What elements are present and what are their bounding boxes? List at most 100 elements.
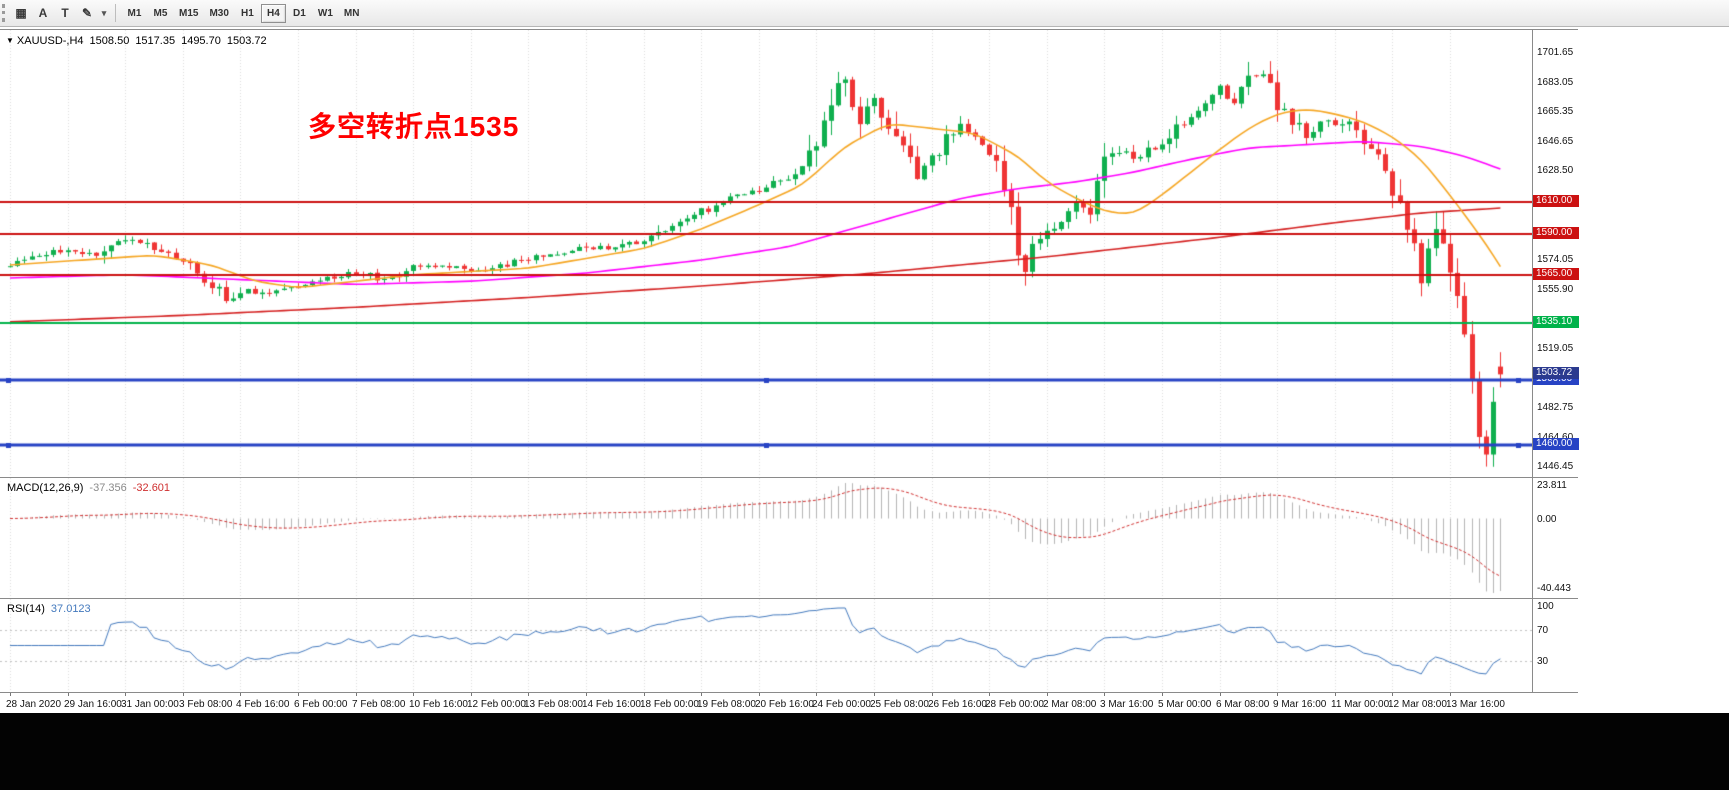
time-axis-label: 25 Feb 08:00 <box>870 699 929 710</box>
price-tick-label: 1446.45 <box>1537 461 1574 473</box>
price-axis[interactable]: 1701.65 1683.05 1665.35 1646.65 1628.50 1574.… <box>1532 30 1579 477</box>
price-tick-label: 1574.05 <box>1537 254 1574 265</box>
price-chart-canvas[interactable] <box>0 30 1532 477</box>
time-tick-mark <box>816 693 817 696</box>
chart-window-icon[interactable]: ▦ <box>15 6 27 20</box>
time-axis-label: 26 Feb 16:00 <box>928 699 987 710</box>
open-value: 1508.50 <box>89 35 130 47</box>
timeframe-button-h4[interactable]: H4 <box>260 3 286 23</box>
bid-price-badge: 1503.72 <box>1533 367 1579 380</box>
macd-axis[interactable]: 23.811 0.00 -40.443 <box>1532 478 1578 598</box>
rsi-axis-label: 100 <box>1537 601 1554 612</box>
timeframe-button-m1[interactable]: M1 <box>127 7 142 19</box>
time-tick-mark <box>125 693 126 696</box>
time-axis-label: 12 Mar 08:00 <box>1388 699 1447 710</box>
time-tick-mark <box>874 693 875 696</box>
time-axis-label: 28 Jan 2020 <box>6 699 62 710</box>
time-tick-mark <box>586 693 587 696</box>
dropdown-arrow-icon[interactable]: ▾ <box>101 7 107 18</box>
time-tick-mark <box>1392 693 1393 696</box>
rsi-name: RSI(14) <box>7 603 45 615</box>
rsi-axis-label: 30 <box>1537 656 1549 668</box>
timeframe-button-m5[interactable]: M5 <box>153 7 168 19</box>
timeframe-button-m15[interactable]: M15 <box>179 7 199 19</box>
time-tick-mark <box>528 693 529 696</box>
time-tick-mark <box>298 693 299 696</box>
chart-expander-icon[interactable]: ▼ <box>6 36 14 45</box>
time-axis-label: 6 Feb 00:00 <box>294 699 348 710</box>
price-tick-label: 1683.05 <box>1537 76 1574 88</box>
time-axis-label: 13 Feb 08:00 <box>524 699 583 710</box>
toolbar-drag-handle[interactable] <box>2 4 7 22</box>
time-axis-label: 4 Feb 16:00 <box>236 699 290 710</box>
time-axis-label: 13 Mar 16:00 <box>1446 699 1505 710</box>
time-tick-mark <box>1450 693 1451 696</box>
price-level-badge[interactable]: 1535.10 <box>1533 316 1579 329</box>
price-level-badge[interactable]: 1565.00 <box>1533 267 1579 280</box>
price-tick-label: 1665.35 <box>1537 105 1574 117</box>
time-axis-label: 5 Mar 00:00 <box>1158 699 1212 710</box>
main-chart-panel: ▼ XAUUSD-,H4 1508.50 1517.35 1495.70 1503.72 … <box>0 30 1579 477</box>
macd-axis-label: -40.443 <box>1537 583 1571 595</box>
toolbar-separator <box>115 4 116 22</box>
macd-axis-label: 23.811 <box>1537 480 1567 491</box>
time-tick-mark <box>989 693 990 696</box>
text-tool-icon[interactable]: T <box>61 6 69 20</box>
chart-annotation-text[interactable]: 多空转折点1535 <box>308 111 520 142</box>
time-tick-mark <box>356 693 357 696</box>
time-axis-label: 24 Feb 00:00 <box>812 699 871 710</box>
time-axis-label: 9 Mar 16:00 <box>1273 699 1327 710</box>
time-axis-label: 12 Feb 00:00 <box>467 699 526 710</box>
rsi-canvas[interactable] <box>0 599 1532 692</box>
time-tick-mark <box>932 693 933 696</box>
time-axis-label: 20 Feb 16:00 <box>755 699 814 710</box>
time-axis-label: 18 Feb 00:00 <box>640 699 699 710</box>
macd-canvas[interactable] <box>0 478 1532 598</box>
time-axis-label: 2 Mar 08:00 <box>1043 699 1097 710</box>
price-level-badge[interactable]: 1460.00 <box>1533 438 1579 451</box>
time-axis-label: 6 Mar 08:00 <box>1216 699 1270 710</box>
price-level-badge[interactable]: 1590.00 <box>1533 227 1579 240</box>
toolbar: ▦ A T ✎ ▾ M1 M5 M15 M30 H1 H4 D1 W1 MN <box>0 0 1729 27</box>
color-scheme-icon[interactable]: ✎ <box>81 6 93 20</box>
timeframe-group: M1 M5 M15 M30 H1 H4 D1 W1 MN <box>122 3 364 23</box>
time-axis-label: 29 Jan 16:00 <box>64 699 122 710</box>
chart-ohlc-header: ▼ XAUUSD-,H4 1508.50 1517.35 1495.70 1503.72 <box>6 35 273 47</box>
time-tick-mark <box>10 693 11 696</box>
time-axis-label: 10 Feb 16:00 <box>409 699 468 710</box>
time-tick-mark <box>1220 693 1221 696</box>
rsi-label: RSI(14) 37.0123 <box>7 603 97 615</box>
price-tick-label: 1646.65 <box>1537 135 1574 147</box>
price-level-badge[interactable]: 1610.00 <box>1533 194 1579 207</box>
time-tick-mark <box>644 693 645 696</box>
price-tick-label: 1701.65 <box>1537 46 1574 58</box>
timeframe-button-mn[interactable]: MN <box>343 7 360 19</box>
time-tick-mark <box>1277 693 1278 696</box>
cursor-tool-icon[interactable]: A <box>38 6 48 20</box>
rsi-axis-label: 70 <box>1537 624 1549 636</box>
time-axis-label: 31 Jan 00:00 <box>121 699 179 710</box>
macd-axis-label: 0.00 <box>1537 513 1557 525</box>
time-tick-mark <box>1335 693 1336 696</box>
close-value: 1503.72 <box>226 35 267 47</box>
timeframe-button-w1[interactable]: W1 <box>317 7 333 19</box>
time-axis[interactable]: 28 Jan 2020 29 Jan 16:00 31 Jan 00:00 3 Feb… <box>0 692 1578 713</box>
time-tick-mark <box>240 693 241 696</box>
chart-window: ▼ XAUUSD-,H4 1508.50 1517.35 1495.70 1503.72 … <box>0 29 1579 713</box>
time-axis-label: 3 Feb 08:00 <box>179 699 233 710</box>
timeframe-button-m30[interactable]: M30 <box>209 7 229 19</box>
timeframe-button-d1[interactable]: D1 <box>293 7 306 19</box>
time-axis-label: 28 Feb 00:00 <box>985 699 1044 710</box>
macd-panel: MACD(12,26,9) -37.356 -32.601 23.811 0.00 -4… <box>0 477 1578 598</box>
time-axis-label: 19 Feb 08:00 <box>697 699 756 710</box>
rsi-value: 37.0123 <box>50 603 91 615</box>
bottom-black-bar <box>0 713 1729 790</box>
time-tick-mark <box>183 693 184 696</box>
macd-main-value: -37.356 <box>89 482 127 494</box>
rsi-axis[interactable]: 100 70 30 <box>1532 599 1578 692</box>
time-axis-label: 11 Mar 00:00 <box>1331 699 1390 710</box>
macd-label: MACD(12,26,9) -37.356 -32.601 <box>7 482 176 494</box>
macd-signal-value: -32.601 <box>132 482 171 494</box>
timeframe-button-h1[interactable]: H1 <box>241 7 254 19</box>
time-tick-mark <box>1047 693 1048 696</box>
